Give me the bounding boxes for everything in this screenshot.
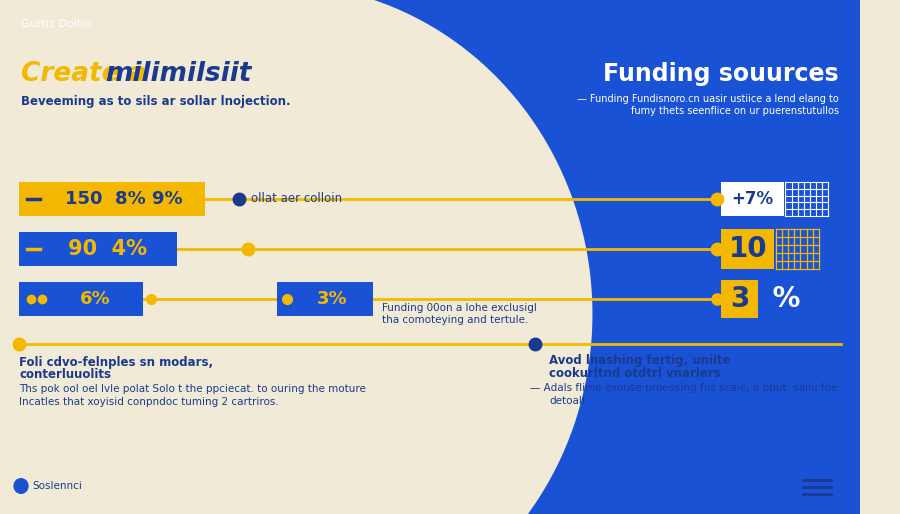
Text: Foli cdvo-felnples sn modars,: Foli cdvo-felnples sn modars, [19, 356, 213, 369]
Text: Ths pok ool oel lvle polat Solo t the ppciecat. to ouring the moture: Ths pok ool oel lvle polat Solo t the pp… [19, 384, 366, 394]
Text: tha comoteying and tertule.: tha comoteying and tertule. [382, 315, 528, 325]
Text: ollat aer colloin: ollat aer colloin [251, 193, 342, 206]
Text: Beveeming as to sils ar sollar lnojection.: Beveeming as to sils ar sollar lnojectio… [21, 96, 291, 108]
Text: fumy thets seenflice on ur puerenstutullos: fumy thets seenflice on ur puerenstutull… [631, 106, 839, 116]
Text: — Adals flime exouse proeosing fns scale, p pbut. saliu foe: — Adals flime exouse proeosing fns scale… [530, 383, 838, 393]
Polygon shape [0, 0, 592, 514]
Text: 150  8% 9%: 150 8% 9% [65, 190, 183, 208]
FancyBboxPatch shape [277, 282, 373, 316]
Text: 3%: 3% [317, 290, 347, 308]
Text: Funding souurces: Funding souurces [603, 62, 839, 86]
Text: +7%: +7% [732, 190, 774, 208]
FancyBboxPatch shape [0, 0, 860, 94]
FancyBboxPatch shape [722, 229, 774, 269]
Text: 10: 10 [728, 235, 767, 263]
FancyBboxPatch shape [19, 232, 176, 266]
FancyBboxPatch shape [722, 182, 784, 216]
Text: detoalt: detoalt [549, 396, 587, 406]
Circle shape [14, 478, 29, 494]
Text: 90  4%: 90 4% [68, 239, 147, 259]
Text: Gurtic Doltio: Gurtic Doltio [21, 19, 91, 29]
Text: cookurltnd otdtrl vnarlers: cookurltnd otdtrl vnarlers [549, 367, 721, 380]
FancyBboxPatch shape [0, 0, 860, 46]
Text: Create a: Create a [21, 61, 156, 87]
FancyBboxPatch shape [722, 280, 758, 318]
Text: — Funding Fundisnoro.cn uasir ustiice a lend elang to: — Funding Fundisnoro.cn uasir ustiice a … [577, 94, 839, 104]
Text: 6%: 6% [80, 290, 111, 308]
FancyBboxPatch shape [382, 0, 860, 514]
Text: 3: 3 [730, 285, 750, 313]
Text: Incatles that xoyisid conpndoc tuming 2 cartriros.: Incatles that xoyisid conpndoc tuming 2 … [19, 397, 279, 407]
Text: Soslennci: Soslennci [32, 481, 83, 491]
Text: Avod lnashing fertig, uniite: Avod lnashing fertig, uniite [549, 354, 731, 367]
FancyBboxPatch shape [19, 182, 205, 216]
FancyBboxPatch shape [19, 282, 143, 316]
Text: conterluuolits: conterluuolits [19, 368, 111, 381]
Text: Funding 00on a lohe exclusigl: Funding 00on a lohe exclusigl [382, 303, 537, 313]
Text: milimilsiit: milimilsiit [105, 61, 251, 87]
Text: %: % [763, 285, 801, 313]
